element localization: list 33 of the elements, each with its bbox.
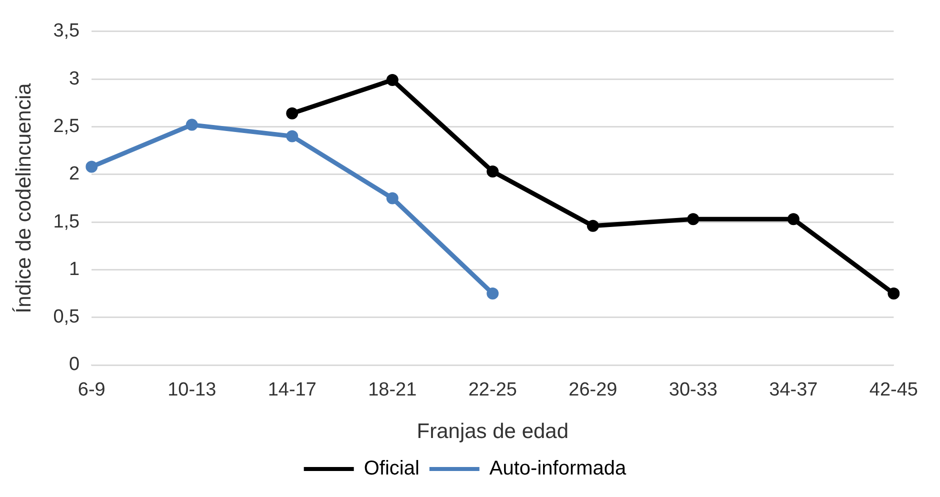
x-tick-label: 6-9 [78, 380, 106, 401]
point [86, 160, 98, 173]
x-tick-label: 18-21 [368, 380, 417, 401]
x-tick-label: 10-13 [168, 380, 216, 401]
y-tick-label: 0,5 [53, 306, 80, 328]
point [586, 220, 599, 232]
point [386, 74, 398, 86]
point [486, 288, 499, 300]
legend-label: Oficial [364, 458, 420, 480]
y-tick-label: 2,5 [53, 116, 80, 137]
x-axis-title: Franjas de edad [416, 420, 569, 444]
point [286, 130, 298, 142]
x-tick-label: 30-33 [668, 380, 718, 401]
point [687, 213, 700, 226]
y-tick-label: 3 [69, 68, 80, 90]
legend-label: Auto-informada [489, 458, 628, 480]
y-tick-label: 0 [69, 354, 80, 376]
point [186, 118, 198, 131]
point [888, 288, 900, 300]
x-tick-label: 14-17 [268, 380, 316, 401]
point [486, 166, 499, 178]
point [386, 192, 398, 204]
x-tick-label: 34-37 [769, 380, 818, 401]
y-tick-label: 3,5 [53, 20, 80, 42]
x-tick-label: 26-29 [568, 380, 618, 401]
y-tick-label: 1,5 [53, 211, 80, 232]
x-tick-label: 22-25 [468, 380, 517, 401]
point [787, 213, 800, 226]
y-tick-label: 1 [69, 258, 80, 280]
y-tick-label: 2 [69, 164, 80, 185]
x-tick-label: 42-45 [869, 380, 918, 401]
y-axis-title: Índice de codelincuencia [11, 82, 36, 314]
point [286, 107, 298, 120]
